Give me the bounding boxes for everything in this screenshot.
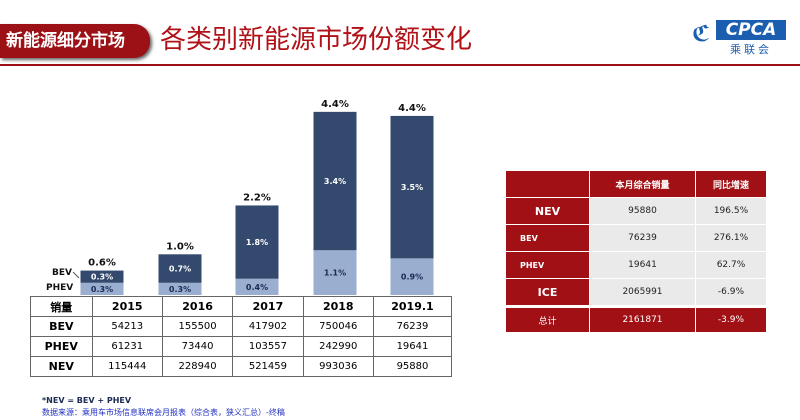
growth-cell: 62.7% bbox=[695, 252, 766, 278]
table-row: PHEV 19641 62.7% bbox=[506, 252, 766, 278]
value-cell: 103557 bbox=[232, 336, 304, 357]
growth-cell: 276.1% bbox=[695, 225, 766, 251]
table-row: PHEV 61231 73440 103557 242990 19641 bbox=[30, 336, 453, 357]
sales-cell: 2065991 bbox=[590, 279, 695, 305]
bar-label: 3.5% bbox=[401, 183, 423, 192]
value-cell: 521459 bbox=[232, 356, 304, 377]
value-cell: 73440 bbox=[161, 336, 234, 357]
bar-label: 0.9% bbox=[401, 273, 423, 282]
growth-cell: 196.5% bbox=[695, 198, 766, 224]
col-header: 2018 bbox=[302, 296, 374, 317]
bar-bev bbox=[235, 205, 279, 279]
sales-cell: 76239 bbox=[590, 225, 695, 251]
cpca-logo: ℭ CPCA 乘联会 bbox=[690, 20, 790, 56]
row-label: BEV bbox=[506, 225, 589, 251]
stacked-bar-chart: 0.3% 0.3% 0.6% 0.3% 0.7% 1.0% 0.4% 1.8% 2.2% 1.1%… bbox=[46, 99, 434, 295]
total-label: 4.4% bbox=[321, 99, 349, 110]
logo-text: CPCA bbox=[716, 20, 786, 40]
section-tag: 新能源细分市场 bbox=[0, 24, 150, 58]
table-header-row: 本月综合销量 同比增速 bbox=[506, 171, 766, 197]
total-label: 2.2% bbox=[243, 192, 271, 203]
value-cell: 750046 bbox=[302, 316, 374, 337]
total-label: 1.0% bbox=[166, 241, 194, 252]
bar-bev bbox=[158, 254, 202, 283]
total-label: 0.6% bbox=[88, 258, 116, 269]
spacer-row bbox=[506, 306, 766, 307]
value-cell: 54213 bbox=[91, 316, 163, 337]
bar-label: 0.3% bbox=[91, 273, 113, 282]
table-row: NEV 95880 196.5% bbox=[506, 198, 766, 224]
sales-table: 销量 2015 2016 2017 2018 2019.1 BEV 54213 15… bbox=[30, 296, 453, 377]
table-row: BEV 54213 155500 417902 750046 76239 bbox=[30, 316, 453, 337]
growth-cell: -3.9% bbox=[695, 308, 766, 332]
col-header-sales: 本月综合销量 bbox=[590, 171, 695, 197]
legend-phev: PHEV bbox=[46, 283, 73, 293]
col-header: 2017 bbox=[232, 296, 304, 317]
bar-label: 3.4% bbox=[324, 177, 346, 186]
col-header-growth: 同比增速 bbox=[695, 171, 766, 197]
bar-phev bbox=[158, 282, 202, 295]
bar-bev bbox=[80, 270, 124, 283]
footnote: *NEV = BEV + PHEV bbox=[42, 396, 132, 405]
logo-symbol-icon: ℭ bbox=[692, 22, 711, 47]
bar-label: 0.3% bbox=[169, 285, 191, 294]
value-cell: 76239 bbox=[372, 316, 453, 337]
value-cell: 19641 bbox=[372, 336, 453, 357]
page-title: 各类别新能源市场份额变化 bbox=[160, 25, 473, 55]
value-cell: 417902 bbox=[232, 316, 304, 337]
row-label: NEV bbox=[30, 356, 93, 377]
value-cell: 993036 bbox=[302, 356, 374, 377]
growth-cell: -6.9% bbox=[695, 279, 766, 305]
logo-cn: 乘联会 bbox=[730, 43, 772, 56]
sales-cell: 95880 bbox=[590, 198, 695, 224]
table-header-row: 销量 2015 2016 2017 2018 2019.1 bbox=[30, 296, 453, 317]
bar-phev bbox=[235, 278, 279, 295]
corner-cell: 销量 bbox=[30, 296, 93, 317]
bar-phev bbox=[390, 258, 434, 295]
table-row: NEV 115444 228940 521459 993036 95880 bbox=[30, 356, 453, 377]
bar-phev bbox=[80, 282, 124, 295]
total-row: 总计 2161871 -3.9% bbox=[506, 308, 766, 332]
col-header: 2015 bbox=[91, 296, 163, 317]
bar-phev bbox=[313, 250, 357, 295]
sales-cell: 2161871 bbox=[590, 308, 695, 332]
row-label: NEV bbox=[506, 198, 589, 224]
corner-cell bbox=[506, 171, 589, 197]
sales-cell: 19641 bbox=[590, 252, 695, 278]
data-source: 数据来源：乘用车市场信息联席会月报表（综合表，狭义汇总）-终稿 bbox=[42, 408, 285, 417]
value-cell: 242990 bbox=[302, 336, 374, 357]
bar-label: 0.4% bbox=[246, 283, 268, 292]
col-header: 2019.1 bbox=[372, 296, 453, 317]
bar-label: 1.8% bbox=[246, 238, 268, 247]
bar-label: 0.3% bbox=[91, 285, 113, 294]
value-cell: 115444 bbox=[91, 356, 163, 377]
row-label: PHEV bbox=[30, 336, 93, 357]
table-row: BEV 76239 276.1% bbox=[506, 225, 766, 251]
month-table: 本月综合销量 同比增速 NEV 95880 196.5% BEV 76239 276.1%… bbox=[505, 170, 767, 333]
legend-leader-line bbox=[72, 271, 80, 279]
row-label: PHEV bbox=[506, 252, 589, 278]
bar-bev bbox=[313, 111, 357, 251]
bar-bev bbox=[390, 115, 434, 259]
total-label: 4.4% bbox=[398, 103, 426, 114]
table-row: ICE 2065991 -6.9% bbox=[506, 279, 766, 305]
value-cell: 61231 bbox=[91, 336, 163, 357]
bar-label: 1.1% bbox=[324, 269, 346, 278]
row-label: BEV bbox=[30, 316, 93, 337]
bar-label: 0.7% bbox=[169, 265, 191, 274]
value-cell: 95880 bbox=[372, 356, 453, 377]
title-divider bbox=[0, 64, 800, 66]
row-label: 总计 bbox=[506, 308, 589, 332]
row-label: ICE bbox=[506, 279, 589, 305]
col-header: 2016 bbox=[161, 296, 234, 317]
legend-bev: BEV bbox=[52, 268, 72, 278]
value-cell: 155500 bbox=[161, 316, 234, 337]
value-cell: 228940 bbox=[161, 356, 234, 377]
